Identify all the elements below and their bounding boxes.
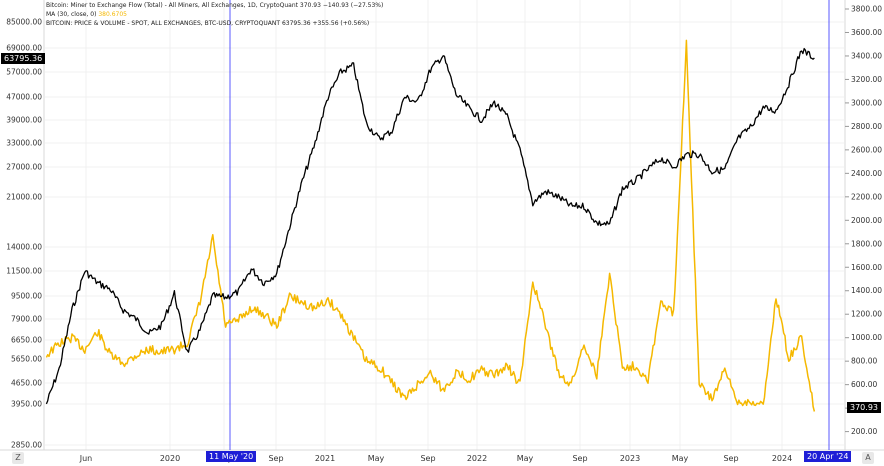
legend-row-ma[interactable]: MA (30, close, 0) 380.6705	[46, 10, 383, 19]
right-tick-label: 3400.00	[851, 51, 882, 60]
auto-scale-button[interactable]: A	[862, 452, 874, 464]
time-tick-label: May	[517, 454, 534, 463]
grid	[45, 0, 844, 450]
time-tick-label: Sep	[572, 454, 587, 463]
time-tick-label: Sep	[723, 454, 738, 463]
right-tick-label: 2400.00	[851, 169, 882, 178]
time-tick-label: Sep	[268, 454, 283, 463]
right-tick-label: 2600.00	[851, 145, 882, 154]
right-tick-label: 600.00	[851, 380, 877, 389]
left-tick-label: 9500.00	[11, 292, 42, 301]
left-axis: 85000.00 69000.00 57000.00 47000.00 39000.00…	[6, 18, 42, 450]
left-tick-label: 5650.00	[11, 355, 42, 364]
left-tick-label: 11500.00	[6, 267, 42, 276]
time-tick-label: 2020	[160, 454, 180, 463]
legend-ma-name: MA (30, close, 0)	[46, 11, 97, 18]
right-tick-label: 2800.00	[851, 122, 882, 131]
legend-flow-value: 370.93 −140.93 (−27.53%)	[299, 2, 384, 9]
series-line-btc-price	[45, 47, 815, 405]
left-tick-label: 69000.00	[6, 44, 42, 53]
left-tick-label: 57000.00	[6, 68, 42, 77]
right-tick-label: 800.00	[851, 357, 877, 366]
right-tick-label: 3800.00	[851, 5, 882, 14]
time-tick-label: 2023	[620, 454, 640, 463]
right-tick-label: 1600.00	[851, 263, 882, 272]
legend-row-price[interactable]: BITCOIN: PRICE & VOLUME - SPOT, ALL EXCH…	[46, 19, 383, 28]
left-tick-label: 21000.00	[6, 193, 42, 202]
left-tick-label: 7900.00	[11, 315, 42, 324]
chart-legend: Bitcoin: Miner to Exchange Flow (Total) …	[46, 1, 383, 28]
left-tick-label: 27000.00	[6, 163, 42, 172]
right-tick-label: 3000.00	[851, 98, 882, 107]
right-tick-label: 3200.00	[851, 75, 882, 84]
legend-ma-value: 380.6705	[98, 11, 127, 18]
right-tick-label: 1800.00	[851, 239, 882, 248]
left-tick-label: 14000.00	[6, 243, 42, 252]
time-tick-label: 2024	[772, 454, 792, 463]
left-tick-label: 39000.00	[6, 116, 42, 125]
left-tick-label: 47000.00	[6, 93, 42, 102]
time-tick-label: 2022	[467, 454, 487, 463]
right-tick-label: 1000.00	[851, 333, 882, 342]
date-end-badge: 20 Apr '24	[804, 451, 852, 462]
left-tick-label: 3950.00	[11, 400, 42, 409]
time-tick-label: May	[368, 454, 385, 463]
legend-flow-name: Bitcoin: Miner to Exchange Flow (Total) …	[46, 2, 298, 9]
right-tick-label: 1400.00	[851, 286, 882, 295]
right-tick-label: 2000.00	[851, 216, 882, 225]
legend-price-value: 63795.36 +355.56 (+0.56%)	[281, 20, 370, 27]
legend-price-name: BITCOIN: PRICE & VOLUME - SPOT, ALL EXCH…	[46, 20, 281, 27]
left-tick-label: 85000.00	[6, 18, 42, 27]
legend-row-flow[interactable]: Bitcoin: Miner to Exchange Flow (Total) …	[46, 1, 383, 10]
time-tick-label: May	[672, 454, 689, 463]
right-axis: 3800.00 3600.00 3400.00 3200.00 3000.00 2800.…	[845, 5, 882, 436]
time-tick-label: Jun	[79, 454, 93, 463]
flow-last-value-badge: 370.93	[847, 402, 881, 413]
price-last-value-badge: 63795.36	[1, 53, 46, 64]
time-tick-label: Sep	[420, 454, 435, 463]
left-tick-label: 33000.00	[6, 139, 42, 148]
zoom-button[interactable]: Z	[12, 452, 24, 464]
right-tick-label: 200.00	[851, 427, 877, 436]
series-line-miner-flow	[45, 39, 816, 412]
left-tick-label: 6650.00	[11, 336, 42, 345]
time-tick-label: 2021	[315, 454, 335, 463]
date-start-badge: 11 May '20	[206, 451, 257, 462]
right-tick-label: 2200.00	[851, 192, 882, 201]
left-tick-label: 4650.00	[11, 379, 42, 388]
right-tick-label: 1200.00	[851, 310, 882, 319]
right-tick-label: 3600.00	[851, 28, 882, 37]
left-tick-label: 2850.00	[11, 441, 42, 450]
time-axis: Jun2020MaySep2021MaySep2022MaySep2023May…	[79, 454, 792, 463]
